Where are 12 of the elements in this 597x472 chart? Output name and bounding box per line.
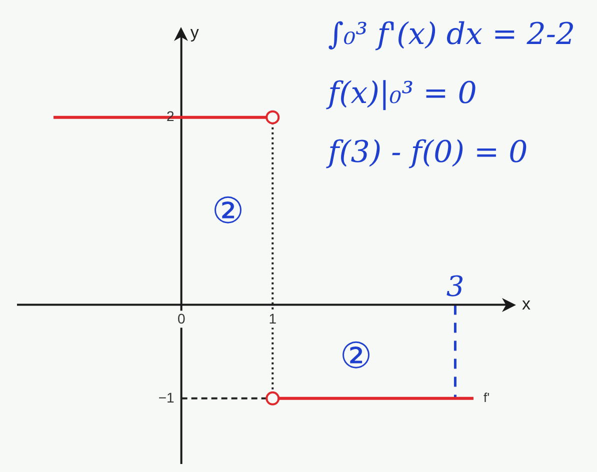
- series-label: f': [483, 390, 490, 405]
- annotation: ②: [212, 191, 244, 232]
- annotation: f(x)|₀³ = 0: [328, 76, 478, 111]
- x-tick-label: 1: [268, 310, 277, 327]
- annotation: ∫₀³ f'(x) dx = 2-2: [328, 17, 576, 52]
- y-axis-title: y: [190, 23, 200, 42]
- annotation: ②: [340, 336, 372, 377]
- ref-line-label: 3: [446, 270, 464, 303]
- y-tick-label: −1: [158, 389, 175, 406]
- x-tick-label: 0: [177, 310, 186, 327]
- x-axis-title: x: [522, 294, 531, 314]
- annotation: f(3) - f(0) = 0: [328, 135, 529, 170]
